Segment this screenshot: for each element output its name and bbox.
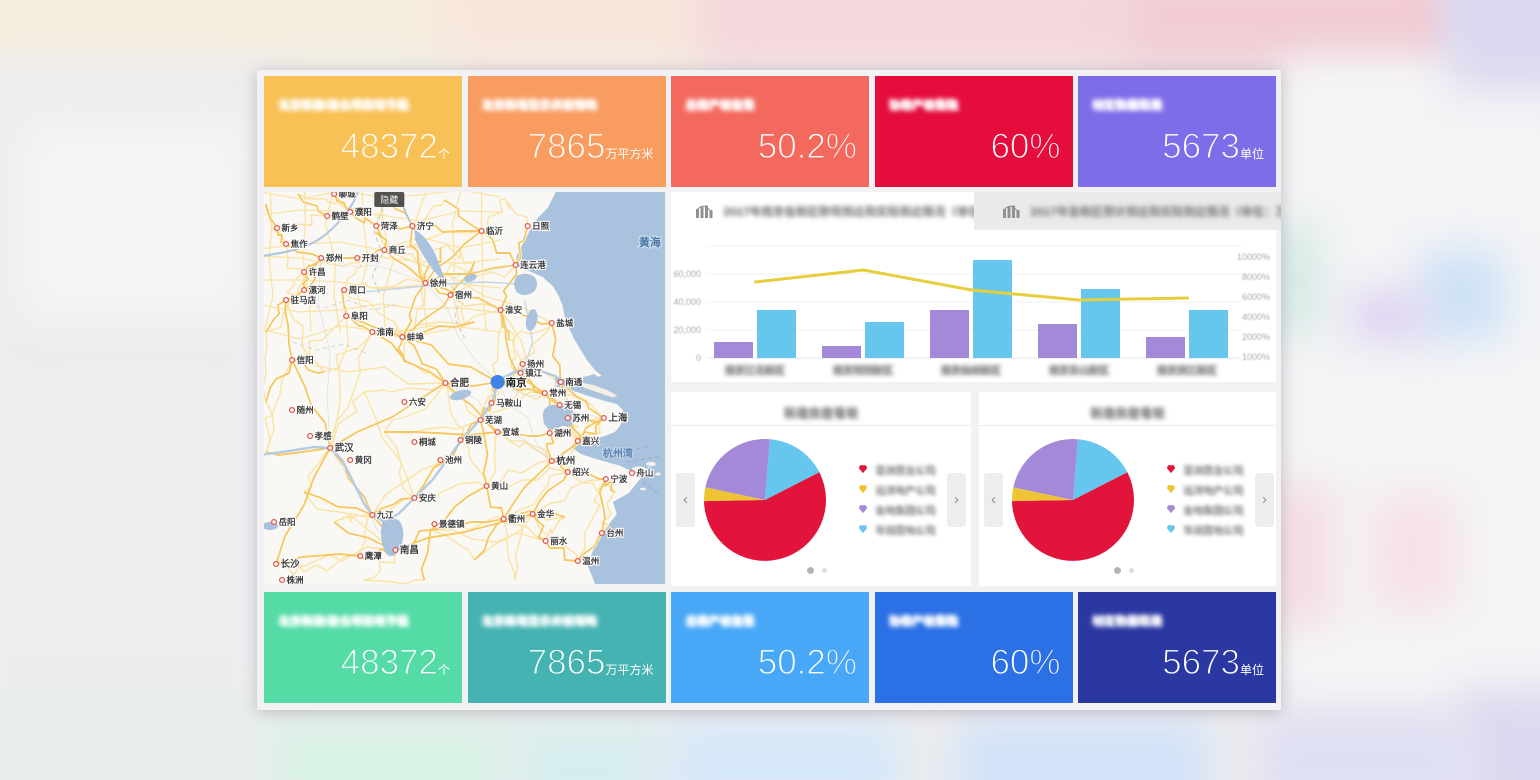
svg-text:鹤壁: 鹤壁 xyxy=(332,211,350,221)
svg-text:0: 0 xyxy=(696,353,701,363)
svg-text:舟山: 舟山 xyxy=(636,468,653,478)
svg-text:温州: 温州 xyxy=(582,556,599,566)
svg-text:南京: 南京 xyxy=(506,376,528,389)
svg-text:上海: 上海 xyxy=(608,412,628,424)
svg-text:6000%: 6000% xyxy=(1242,292,1270,302)
svg-text:岳阳: 岳阳 xyxy=(279,517,296,527)
svg-text:漯河: 漯河 xyxy=(309,285,327,295)
svg-text:南通: 南通 xyxy=(565,377,583,387)
svg-text:聊城: 聊城 xyxy=(339,192,357,199)
svg-text:8000%: 8000% xyxy=(1242,272,1270,282)
svg-text:宣城: 宣城 xyxy=(502,427,520,437)
svg-text:杭州湾: 杭州湾 xyxy=(603,447,633,460)
svg-text:桐城: 桐城 xyxy=(419,437,437,447)
svg-text:鹰潭: 鹰潭 xyxy=(365,551,383,561)
svg-text:苏州: 苏州 xyxy=(572,413,589,423)
svg-text:焦作: 焦作 xyxy=(290,239,309,249)
svg-text:绍兴: 绍兴 xyxy=(572,467,590,477)
svg-text:10000%: 10000% xyxy=(1237,252,1270,262)
svg-text:盐城: 盐城 xyxy=(556,318,574,328)
svg-text:周口: 周口 xyxy=(349,285,366,295)
svg-text:丽水: 丽水 xyxy=(550,536,568,546)
svg-text:淮南: 淮南 xyxy=(377,327,395,337)
svg-text:2000%: 2000% xyxy=(1242,332,1270,342)
svg-text:杭州: 杭州 xyxy=(556,455,575,467)
svg-text:济宁: 济宁 xyxy=(417,221,435,231)
svg-text:濮阳: 濮阳 xyxy=(355,207,372,217)
svg-text:镇江: 镇江 xyxy=(525,368,543,378)
svg-text:日照: 日照 xyxy=(532,221,550,231)
svg-text:株洲: 株洲 xyxy=(287,575,304,584)
svg-text:黄山: 黄山 xyxy=(491,481,508,491)
svg-text:新乡: 新乡 xyxy=(282,223,299,233)
svg-text:长沙: 长沙 xyxy=(281,558,301,570)
svg-text:铜陵: 铜陵 xyxy=(465,435,483,445)
svg-text:宁波: 宁波 xyxy=(610,474,628,484)
svg-text:黄冈: 黄冈 xyxy=(355,455,372,465)
svg-text:4000%: 4000% xyxy=(1242,312,1270,322)
svg-text:郑州: 郑州 xyxy=(326,253,343,263)
svg-text:信阳: 信阳 xyxy=(297,355,314,365)
svg-text:扬州: 扬州 xyxy=(527,359,544,369)
svg-text:1000%: 1000% xyxy=(1242,352,1270,362)
svg-text:合肥: 合肥 xyxy=(450,377,470,389)
svg-text:开封: 开封 xyxy=(362,253,380,263)
svg-text:阜阳: 阜阳 xyxy=(351,311,368,321)
svg-text:嘉兴: 嘉兴 xyxy=(581,436,600,446)
svg-text:20,000: 20,000 xyxy=(673,325,701,335)
svg-text:景德镇: 景德镇 xyxy=(439,519,465,529)
svg-text:武汉: 武汉 xyxy=(335,442,355,454)
svg-text:菏泽: 菏泽 xyxy=(381,221,399,231)
svg-text:湖州: 湖州 xyxy=(554,428,571,438)
svg-text:蚌埠: 蚌埠 xyxy=(407,332,425,342)
svg-text:许昌: 许昌 xyxy=(309,267,326,277)
svg-text:南昌: 南昌 xyxy=(400,544,419,556)
svg-text:衢州: 衢州 xyxy=(508,514,525,524)
svg-text:马鞍山: 马鞍山 xyxy=(496,398,522,408)
svg-text:随州: 随州 xyxy=(297,405,314,415)
svg-text:南京河西新区: 南京河西新区 xyxy=(833,364,893,377)
svg-text:无锡: 无锡 xyxy=(563,400,582,410)
svg-text:黄海: 黄海 xyxy=(639,235,661,249)
svg-text:徐州: 徐州 xyxy=(429,278,447,288)
svg-text:临沂: 临沂 xyxy=(486,226,504,236)
svg-text:南京仙林新区: 南京仙林新区 xyxy=(941,364,1001,377)
svg-text:孝感: 孝感 xyxy=(314,431,333,441)
svg-text:南京江北新区: 南京江北新区 xyxy=(725,364,785,377)
svg-text:常州: 常州 xyxy=(549,388,566,398)
svg-text:六安: 六安 xyxy=(409,397,427,407)
svg-text:60,000: 60,000 xyxy=(673,269,701,279)
svg-text:南京东山新区: 南京东山新区 xyxy=(1049,364,1109,377)
svg-text:40,000: 40,000 xyxy=(673,297,701,307)
svg-text:淮安: 淮安 xyxy=(505,305,523,315)
svg-text:南京滨江新区: 南京滨江新区 xyxy=(1157,364,1217,377)
svg-text:隐藏: 隐藏 xyxy=(380,194,398,205)
svg-text:九江: 九江 xyxy=(376,510,395,520)
svg-text:台州: 台州 xyxy=(606,528,623,538)
svg-text:安庆: 安庆 xyxy=(419,493,437,503)
svg-text:金华: 金华 xyxy=(536,509,555,519)
svg-text:宿州: 宿州 xyxy=(455,290,472,300)
svg-text:池州: 池州 xyxy=(445,455,462,465)
svg-text:商丘: 商丘 xyxy=(389,245,407,255)
svg-text:连云港: 连云港 xyxy=(520,260,546,270)
svg-text:驻马店: 驻马店 xyxy=(291,295,317,305)
svg-text:芜湖: 芜湖 xyxy=(485,415,503,425)
